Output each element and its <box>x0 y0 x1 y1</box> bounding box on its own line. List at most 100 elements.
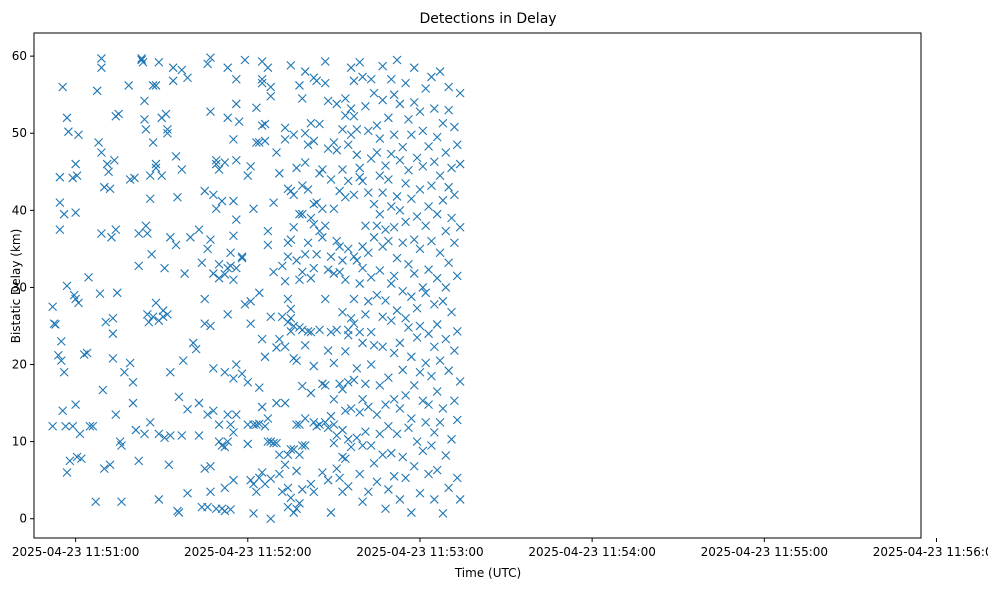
data-point <box>384 236 393 246</box>
data-point <box>338 165 347 174</box>
data-point <box>398 452 408 462</box>
data-point <box>151 159 161 169</box>
data-point <box>320 221 330 231</box>
data-point <box>283 317 293 327</box>
data-point <box>335 379 345 389</box>
data-point <box>386 279 396 288</box>
data-point <box>441 226 451 236</box>
data-point <box>421 288 431 298</box>
data-point <box>432 320 442 329</box>
data-point <box>99 182 109 192</box>
data-point <box>226 505 235 514</box>
data-point <box>452 415 462 425</box>
data-point <box>444 258 454 268</box>
data-point <box>62 113 72 123</box>
data-point <box>286 493 296 503</box>
data-point <box>76 454 86 463</box>
data-point <box>429 104 439 113</box>
data-point <box>312 249 322 259</box>
data-point <box>286 444 296 454</box>
data-point <box>306 388 316 398</box>
data-point <box>160 263 169 273</box>
data-point <box>269 438 279 448</box>
data-point <box>148 312 158 322</box>
data-point <box>206 321 215 331</box>
data-point <box>165 367 175 377</box>
data-point <box>424 265 433 275</box>
data-point <box>343 176 353 186</box>
data-point <box>395 99 405 109</box>
data-point <box>349 252 359 261</box>
data-point <box>297 181 307 191</box>
data-point <box>406 130 416 140</box>
data-point <box>177 165 187 174</box>
data-point <box>355 279 365 288</box>
x-tick-label: 2025-04-23 11:54:00 <box>528 545 655 559</box>
data-point <box>254 419 264 429</box>
data-point <box>206 235 215 245</box>
data-point <box>229 196 238 206</box>
data-point <box>406 508 416 517</box>
data-point <box>107 232 116 242</box>
data-point <box>62 281 72 291</box>
data-point <box>363 188 373 197</box>
data-point <box>286 60 296 70</box>
data-point <box>432 132 442 142</box>
data-point <box>243 377 253 387</box>
data-point <box>438 296 448 306</box>
data-point <box>395 338 405 348</box>
data-point <box>303 185 313 194</box>
data-point <box>263 437 273 447</box>
y-tick-label: 0 <box>19 512 27 526</box>
data-point <box>300 128 310 138</box>
data-point <box>412 303 422 313</box>
data-point <box>309 136 319 146</box>
data-point <box>315 420 324 430</box>
data-point <box>272 438 281 448</box>
x-tick-label: 2025-04-23 11:55:00 <box>701 545 828 559</box>
data-point <box>432 273 442 283</box>
data-point <box>372 410 382 420</box>
data-point <box>297 485 307 494</box>
data-point <box>389 348 399 358</box>
data-point <box>363 487 373 497</box>
data-point <box>346 313 356 323</box>
data-point <box>274 168 284 178</box>
data-point <box>326 327 336 337</box>
data-point <box>361 101 370 111</box>
data-point <box>203 502 213 512</box>
data-point <box>108 329 118 339</box>
data-point <box>85 421 95 431</box>
data-point <box>111 410 121 420</box>
data-point <box>349 111 359 121</box>
data-point <box>180 269 190 278</box>
data-point <box>56 337 66 346</box>
data-point <box>386 74 396 84</box>
data-point <box>312 421 322 431</box>
data-point <box>447 213 456 223</box>
data-point <box>229 275 238 285</box>
data-point <box>257 78 267 88</box>
data-point <box>429 300 439 309</box>
data-point <box>427 181 436 191</box>
data-point <box>372 290 382 300</box>
data-point <box>363 248 373 258</box>
data-point <box>375 134 385 144</box>
data-point <box>263 226 273 236</box>
data-point <box>289 130 299 140</box>
data-point <box>415 107 425 117</box>
data-point <box>363 126 373 136</box>
data-point <box>418 446 428 456</box>
data-point <box>174 392 184 402</box>
data-point <box>240 300 250 309</box>
y-tick-label: 30 <box>12 280 27 294</box>
data-point <box>200 319 210 329</box>
data-point <box>455 377 465 386</box>
data-point <box>203 410 213 420</box>
data-point <box>315 168 324 178</box>
data-point <box>55 198 65 208</box>
data-point <box>340 347 350 356</box>
data-point <box>206 53 215 63</box>
data-point <box>217 196 227 206</box>
data-point <box>432 209 442 219</box>
